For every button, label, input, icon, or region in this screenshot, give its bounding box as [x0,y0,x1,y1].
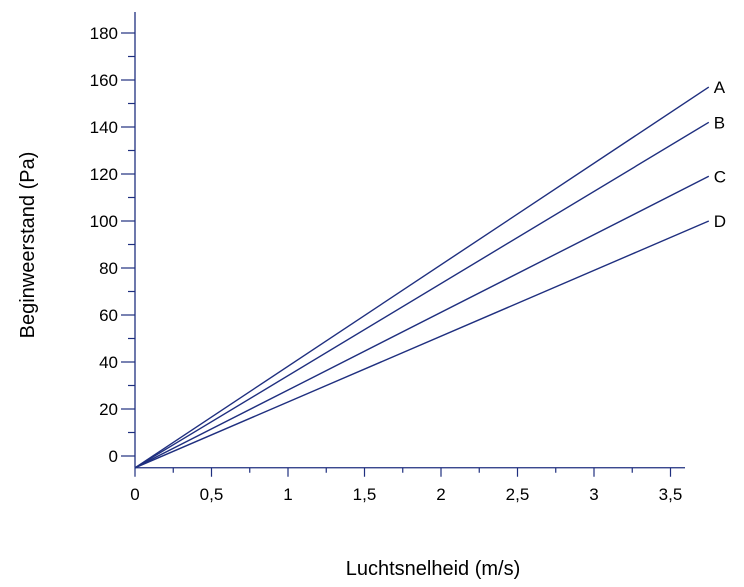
y-tick-label: 80 [99,259,118,278]
y-tick-label: 160 [90,71,118,90]
x-axis-title: Luchtsnelheid (m/s) [346,558,521,580]
x-tick-label: 3,5 [659,485,683,504]
x-tick-label: 2,5 [506,485,530,504]
x-tick-label: 1 [283,485,292,504]
series-label-c: C [714,167,726,186]
y-tick-label: 140 [90,118,118,137]
y-tick-label: 100 [90,212,118,231]
y-tick-label: 180 [90,24,118,43]
x-tick-label: 2 [436,485,445,504]
x-tick-label: 3 [589,485,598,504]
series-layer: AB C D [134,78,726,469]
series-line-a [134,86,710,469]
y-tick-label: 40 [99,353,118,372]
x-tick-label: 1,5 [353,485,377,504]
x-tick-label: 0 [130,485,139,504]
y-tick-label: 20 [99,400,118,419]
axes-layer: 0 20 40 60 80 100 120 140 160 180 0 0,5 1 1,5 2 2,5 3 3,5 [90,12,685,504]
series-line-b [134,121,710,469]
series-line-c [134,175,710,469]
y-tick-label: 60 [99,306,118,325]
series-label-a: A [714,78,726,97]
y-axis-title: Beginweerstand (Pa) [17,152,39,339]
x-tick-label: 0,5 [200,485,224,504]
y-tick-label: 0 [109,447,118,466]
series-line-d [134,220,710,469]
series-label-b: B [714,113,725,132]
series-label-d: D [714,212,726,231]
y-tick-label: 120 [90,165,118,184]
